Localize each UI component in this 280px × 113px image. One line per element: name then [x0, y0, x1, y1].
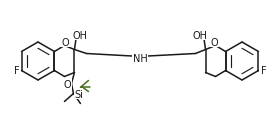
Text: OH: OH — [192, 30, 207, 40]
Text: OH: OH — [73, 30, 88, 40]
Text: O: O — [211, 37, 218, 47]
Text: NH: NH — [133, 54, 147, 63]
Text: Si: Si — [74, 89, 83, 99]
Text: O: O — [62, 37, 69, 47]
Text: O: O — [64, 80, 71, 90]
Text: F: F — [261, 66, 266, 76]
Text: F: F — [14, 66, 19, 76]
